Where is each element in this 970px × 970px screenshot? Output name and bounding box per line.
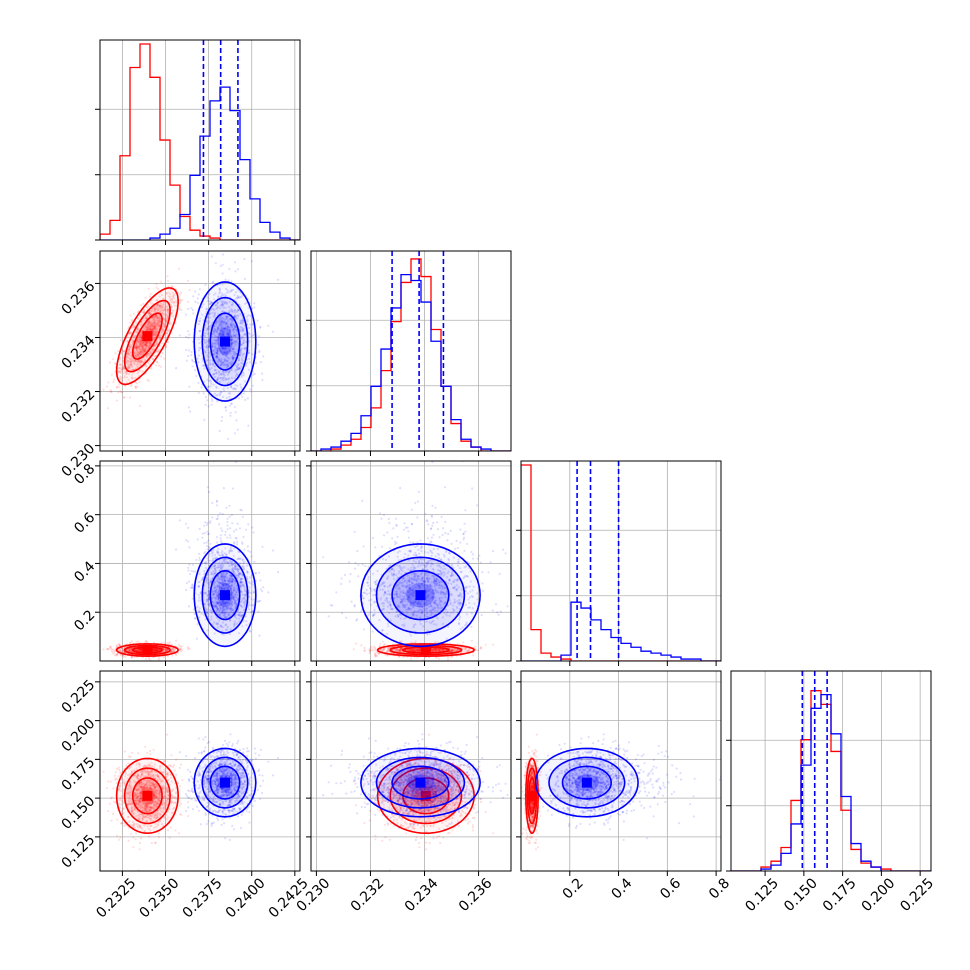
panel-frame bbox=[99, 39, 301, 241]
density-peak-red bbox=[142, 790, 153, 801]
y-tick-label: 0.232 bbox=[59, 387, 99, 427]
contour-red bbox=[132, 312, 163, 360]
histogram-blue bbox=[521, 601, 721, 661]
y-tick-label: 0.225 bbox=[59, 677, 99, 717]
density-peak-red bbox=[142, 645, 153, 656]
contour-blue bbox=[375, 756, 466, 809]
y-tick-label: 0.6 bbox=[71, 510, 98, 537]
contour-blue bbox=[193, 747, 257, 818]
x-tick-label: 0.125 bbox=[742, 875, 782, 915]
x-tick-label: 0.8 bbox=[706, 875, 733, 902]
x-tick-label: 0.234 bbox=[402, 875, 442, 915]
density-peak-blue bbox=[220, 777, 230, 788]
panel-frame bbox=[520, 460, 722, 662]
contour-blue bbox=[209, 312, 241, 371]
contour-red bbox=[132, 646, 163, 654]
contour-red bbox=[402, 646, 450, 654]
y-tick-label: 0.4 bbox=[71, 558, 98, 585]
contour-red bbox=[132, 777, 163, 815]
x-tick-label: 0.2400 bbox=[223, 875, 269, 921]
contour-blue bbox=[548, 756, 626, 809]
density-peak-blue bbox=[220, 590, 230, 601]
contour-blue bbox=[201, 556, 249, 634]
y-tick-label: 0.2 bbox=[71, 607, 98, 634]
contour-blue bbox=[201, 296, 249, 387]
y-tick-label: 0.175 bbox=[59, 754, 99, 794]
density-peak-red bbox=[420, 790, 431, 801]
x-tick-label: 0.2375 bbox=[180, 875, 226, 921]
contour-blue bbox=[391, 569, 450, 621]
x-tick-label: 0.236 bbox=[456, 875, 496, 915]
density-peak-blue bbox=[581, 777, 592, 788]
y-tick-label: 0.236 bbox=[59, 278, 99, 318]
contour-blue bbox=[360, 747, 481, 818]
contour-red bbox=[123, 644, 171, 656]
contour-red bbox=[123, 299, 171, 373]
contour-red bbox=[123, 767, 171, 825]
x-tick-label: 0.2325 bbox=[93, 875, 139, 921]
contour-blue bbox=[209, 569, 241, 621]
y-tick-label: 0.125 bbox=[59, 832, 99, 872]
contour-red bbox=[376, 643, 475, 658]
contour-red bbox=[115, 757, 180, 835]
histogram-red bbox=[311, 258, 511, 451]
contour-blue bbox=[534, 747, 639, 818]
x-tick-label: 0.4 bbox=[608, 875, 635, 902]
histogram-red bbox=[100, 43, 300, 240]
histogram-blue bbox=[311, 273, 511, 451]
contour-red bbox=[389, 644, 463, 656]
contour-blue bbox=[209, 765, 241, 800]
y-tick-label: 0.200 bbox=[59, 716, 99, 756]
histogram-blue bbox=[100, 86, 300, 240]
x-tick-label: 0.232 bbox=[348, 875, 388, 915]
contour-blue bbox=[193, 281, 257, 402]
y-tick-label: 0.150 bbox=[59, 793, 99, 833]
contour-red bbox=[389, 767, 463, 825]
x-tick-label: 0.6 bbox=[657, 875, 684, 902]
contour-blue bbox=[375, 556, 466, 634]
x-tick-label: 0.175 bbox=[820, 875, 860, 915]
panel-frame bbox=[310, 250, 512, 452]
density-peak-blue bbox=[415, 777, 426, 788]
density-peak-blue bbox=[220, 336, 230, 347]
density-peak-red bbox=[420, 645, 431, 656]
x-tick-label: 0.200 bbox=[859, 875, 899, 915]
density-peak-red bbox=[526, 790, 537, 801]
density-peak-blue bbox=[415, 590, 426, 601]
contour-blue bbox=[360, 543, 481, 648]
x-tick-label: 0.150 bbox=[781, 875, 821, 915]
contour-red bbox=[524, 757, 539, 835]
histogram-red bbox=[521, 464, 721, 661]
panel-frame bbox=[99, 460, 301, 662]
panel-frame bbox=[99, 250, 301, 452]
y-tick-label: 0.234 bbox=[59, 332, 99, 372]
panel-frame bbox=[310, 460, 512, 662]
density-peak-red bbox=[142, 331, 153, 342]
contour-blue bbox=[391, 765, 450, 800]
panel-frame bbox=[520, 670, 722, 872]
histogram-blue bbox=[731, 693, 931, 871]
panel-frame bbox=[99, 670, 301, 872]
x-tick-label: 0.225 bbox=[897, 875, 937, 915]
contour-red bbox=[115, 287, 180, 386]
contour-red bbox=[115, 643, 180, 658]
panel-frame bbox=[730, 670, 932, 872]
panel-frame bbox=[310, 670, 512, 872]
contour-blue bbox=[561, 765, 613, 800]
contour-blue bbox=[193, 543, 257, 648]
contour-blue bbox=[201, 756, 249, 809]
x-tick-label: 0.2 bbox=[560, 875, 587, 902]
x-tick-label: 0.2350 bbox=[137, 875, 183, 921]
